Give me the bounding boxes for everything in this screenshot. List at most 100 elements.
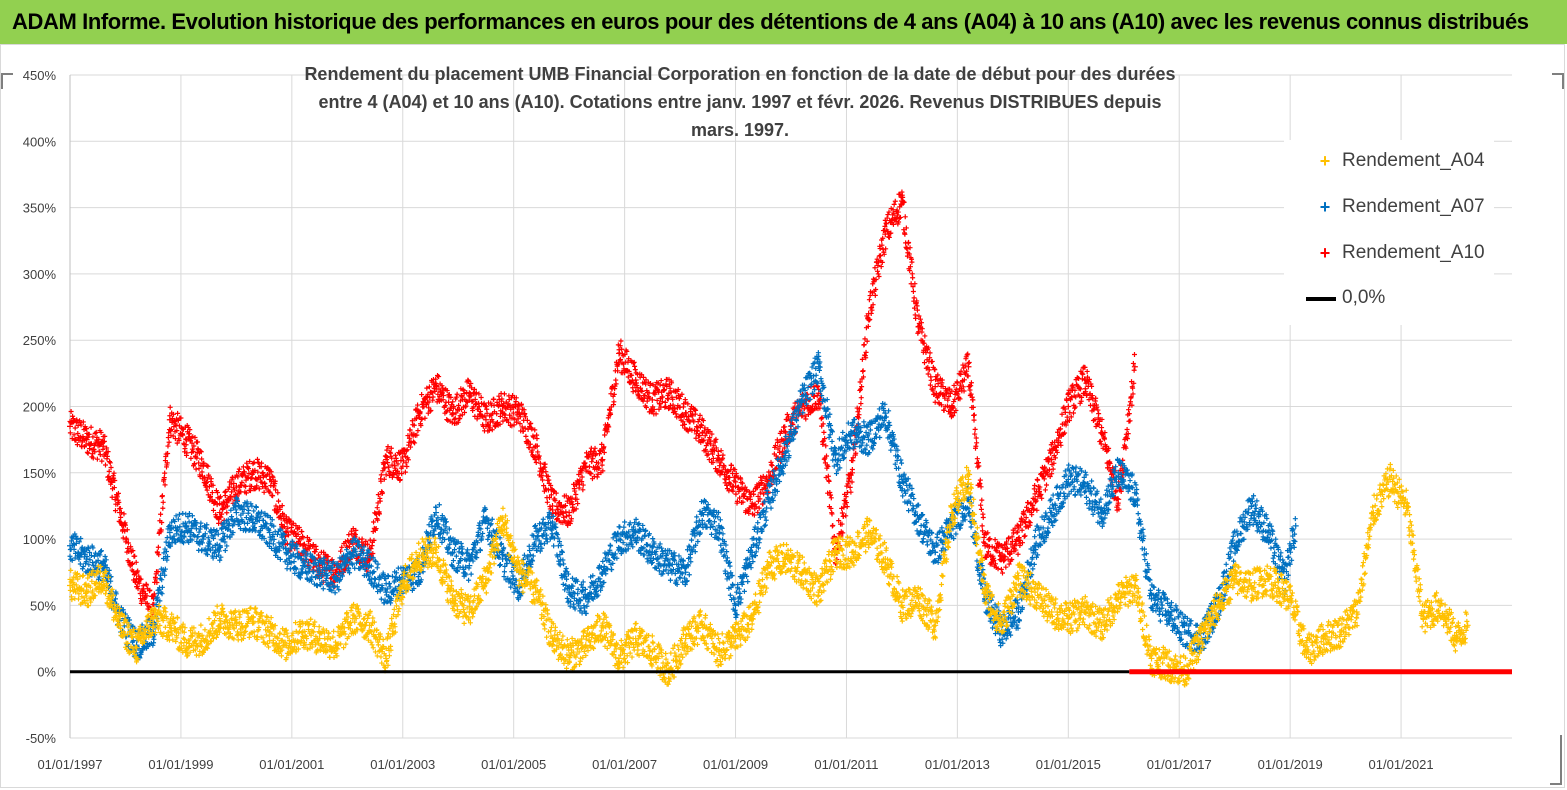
scatter-marker: [380, 468, 386, 474]
scatter-marker: [225, 503, 231, 509]
scatter-marker: [290, 520, 296, 526]
scatter-marker: [136, 580, 142, 586]
scatter-marker: [929, 358, 935, 364]
scatter-marker: [217, 494, 223, 500]
scatter-marker: [236, 469, 242, 475]
scatter-marker: [144, 600, 150, 606]
header-banner: ADAM Informe. Evolution historique des p…: [0, 0, 1567, 44]
scatter-marker: [368, 546, 374, 552]
scatter-marker: [77, 561, 83, 567]
scatter-marker: [967, 387, 973, 393]
scatter-marker: [374, 565, 380, 571]
scatter-marker: [191, 443, 197, 449]
scatter-marker: [821, 429, 827, 435]
scatter-marker: [1001, 557, 1007, 563]
scatter-marker: [199, 456, 205, 462]
scatter-marker: [667, 577, 673, 583]
scatter-marker: [252, 467, 258, 473]
scatter-marker: [195, 439, 201, 445]
scatter-marker: [85, 450, 91, 456]
scatter-marker: [572, 488, 578, 494]
scatter-marker: [611, 399, 617, 405]
scatter-marker: [717, 517, 723, 523]
scatter-marker: [1131, 351, 1137, 357]
scatter-marker: [168, 426, 174, 432]
scatter-marker: [208, 493, 214, 499]
scatter-marker: [386, 581, 392, 587]
scatter-marker: [745, 579, 751, 585]
y-tick-label: 450%: [23, 68, 57, 83]
scatter-marker: [466, 565, 472, 571]
scatter-marker: [404, 447, 410, 453]
y-tick-label: 350%: [23, 201, 57, 216]
scatter-marker: [226, 484, 232, 490]
scatter-marker: [642, 393, 648, 399]
scatter-marker: [287, 518, 293, 524]
scatter-marker: [90, 455, 96, 461]
scatter-marker: [645, 542, 651, 548]
scatter-marker: [974, 440, 980, 446]
scatter-marker: [210, 507, 216, 513]
scatter-marker: [643, 527, 649, 533]
x-tick-label: 01/01/2005: [481, 757, 546, 772]
scatter-marker: [405, 433, 411, 439]
scatter-marker: [384, 447, 390, 453]
scatter-marker: [222, 547, 228, 553]
scatter-marker: [389, 455, 395, 461]
scatter-marker: [979, 497, 985, 503]
scatter-marker: [190, 448, 196, 454]
scatter-marker: [72, 425, 78, 431]
scatter-marker: [902, 214, 908, 220]
scatter-marker: [301, 541, 307, 547]
y-tick-label: 0%: [37, 665, 56, 680]
scatter-marker: [112, 497, 118, 503]
scatter-marker: [544, 499, 550, 505]
scatter-marker: [376, 511, 382, 517]
scatter-marker: [347, 544, 353, 550]
scatter-marker: [259, 479, 265, 485]
scatter-marker: [350, 526, 356, 532]
scatter-marker: [405, 457, 411, 463]
scatter-marker: [165, 435, 171, 441]
scatter-marker: [247, 488, 253, 494]
x-tick-label: 01/01/2013: [925, 757, 990, 772]
scatter-marker: [232, 487, 238, 493]
scatter-marker: [1089, 383, 1095, 389]
resize-handle-left-icon[interactable]: [1, 73, 13, 89]
resize-handle-corner-icon[interactable]: [1550, 735, 1562, 785]
scatter-marker: [909, 259, 915, 265]
scatter-marker: [256, 486, 262, 492]
scatter-marker: [115, 490, 121, 496]
scatter-marker: [228, 481, 234, 487]
scatter-marker: [439, 539, 445, 545]
scatter-marker: [379, 490, 385, 496]
scatter-marker: [372, 576, 378, 582]
scatter-marker: [102, 433, 108, 439]
scatter-marker: [1022, 533, 1028, 539]
scatter-marker: [279, 503, 285, 509]
scatter-marker: [338, 548, 344, 554]
scatter-marker: [424, 385, 430, 391]
scatter-marker: [107, 460, 113, 466]
scatter-marker: [559, 549, 565, 555]
scatter-marker: [1003, 564, 1009, 570]
scatter-marker: [315, 552, 321, 558]
scatter-marker: [300, 535, 306, 541]
scatter-marker: [293, 523, 299, 529]
scatter-marker: [978, 506, 984, 512]
scatter-marker: [261, 472, 267, 478]
scatter-marker: [253, 504, 259, 510]
scatter-marker: [418, 423, 424, 429]
data-point: [67, 423, 73, 430]
scatter-marker: [733, 491, 739, 497]
scatter-marker: [339, 544, 345, 550]
scatter-marker: [875, 271, 881, 277]
scatter-marker: [135, 586, 141, 592]
scatter-marker: [259, 460, 265, 466]
scatter-marker: [564, 513, 570, 519]
resize-handle-right-icon[interactable]: [1552, 73, 1564, 89]
scatter-marker: [999, 570, 1005, 576]
scatter-marker: [803, 416, 809, 422]
y-tick-label: 300%: [23, 267, 57, 282]
